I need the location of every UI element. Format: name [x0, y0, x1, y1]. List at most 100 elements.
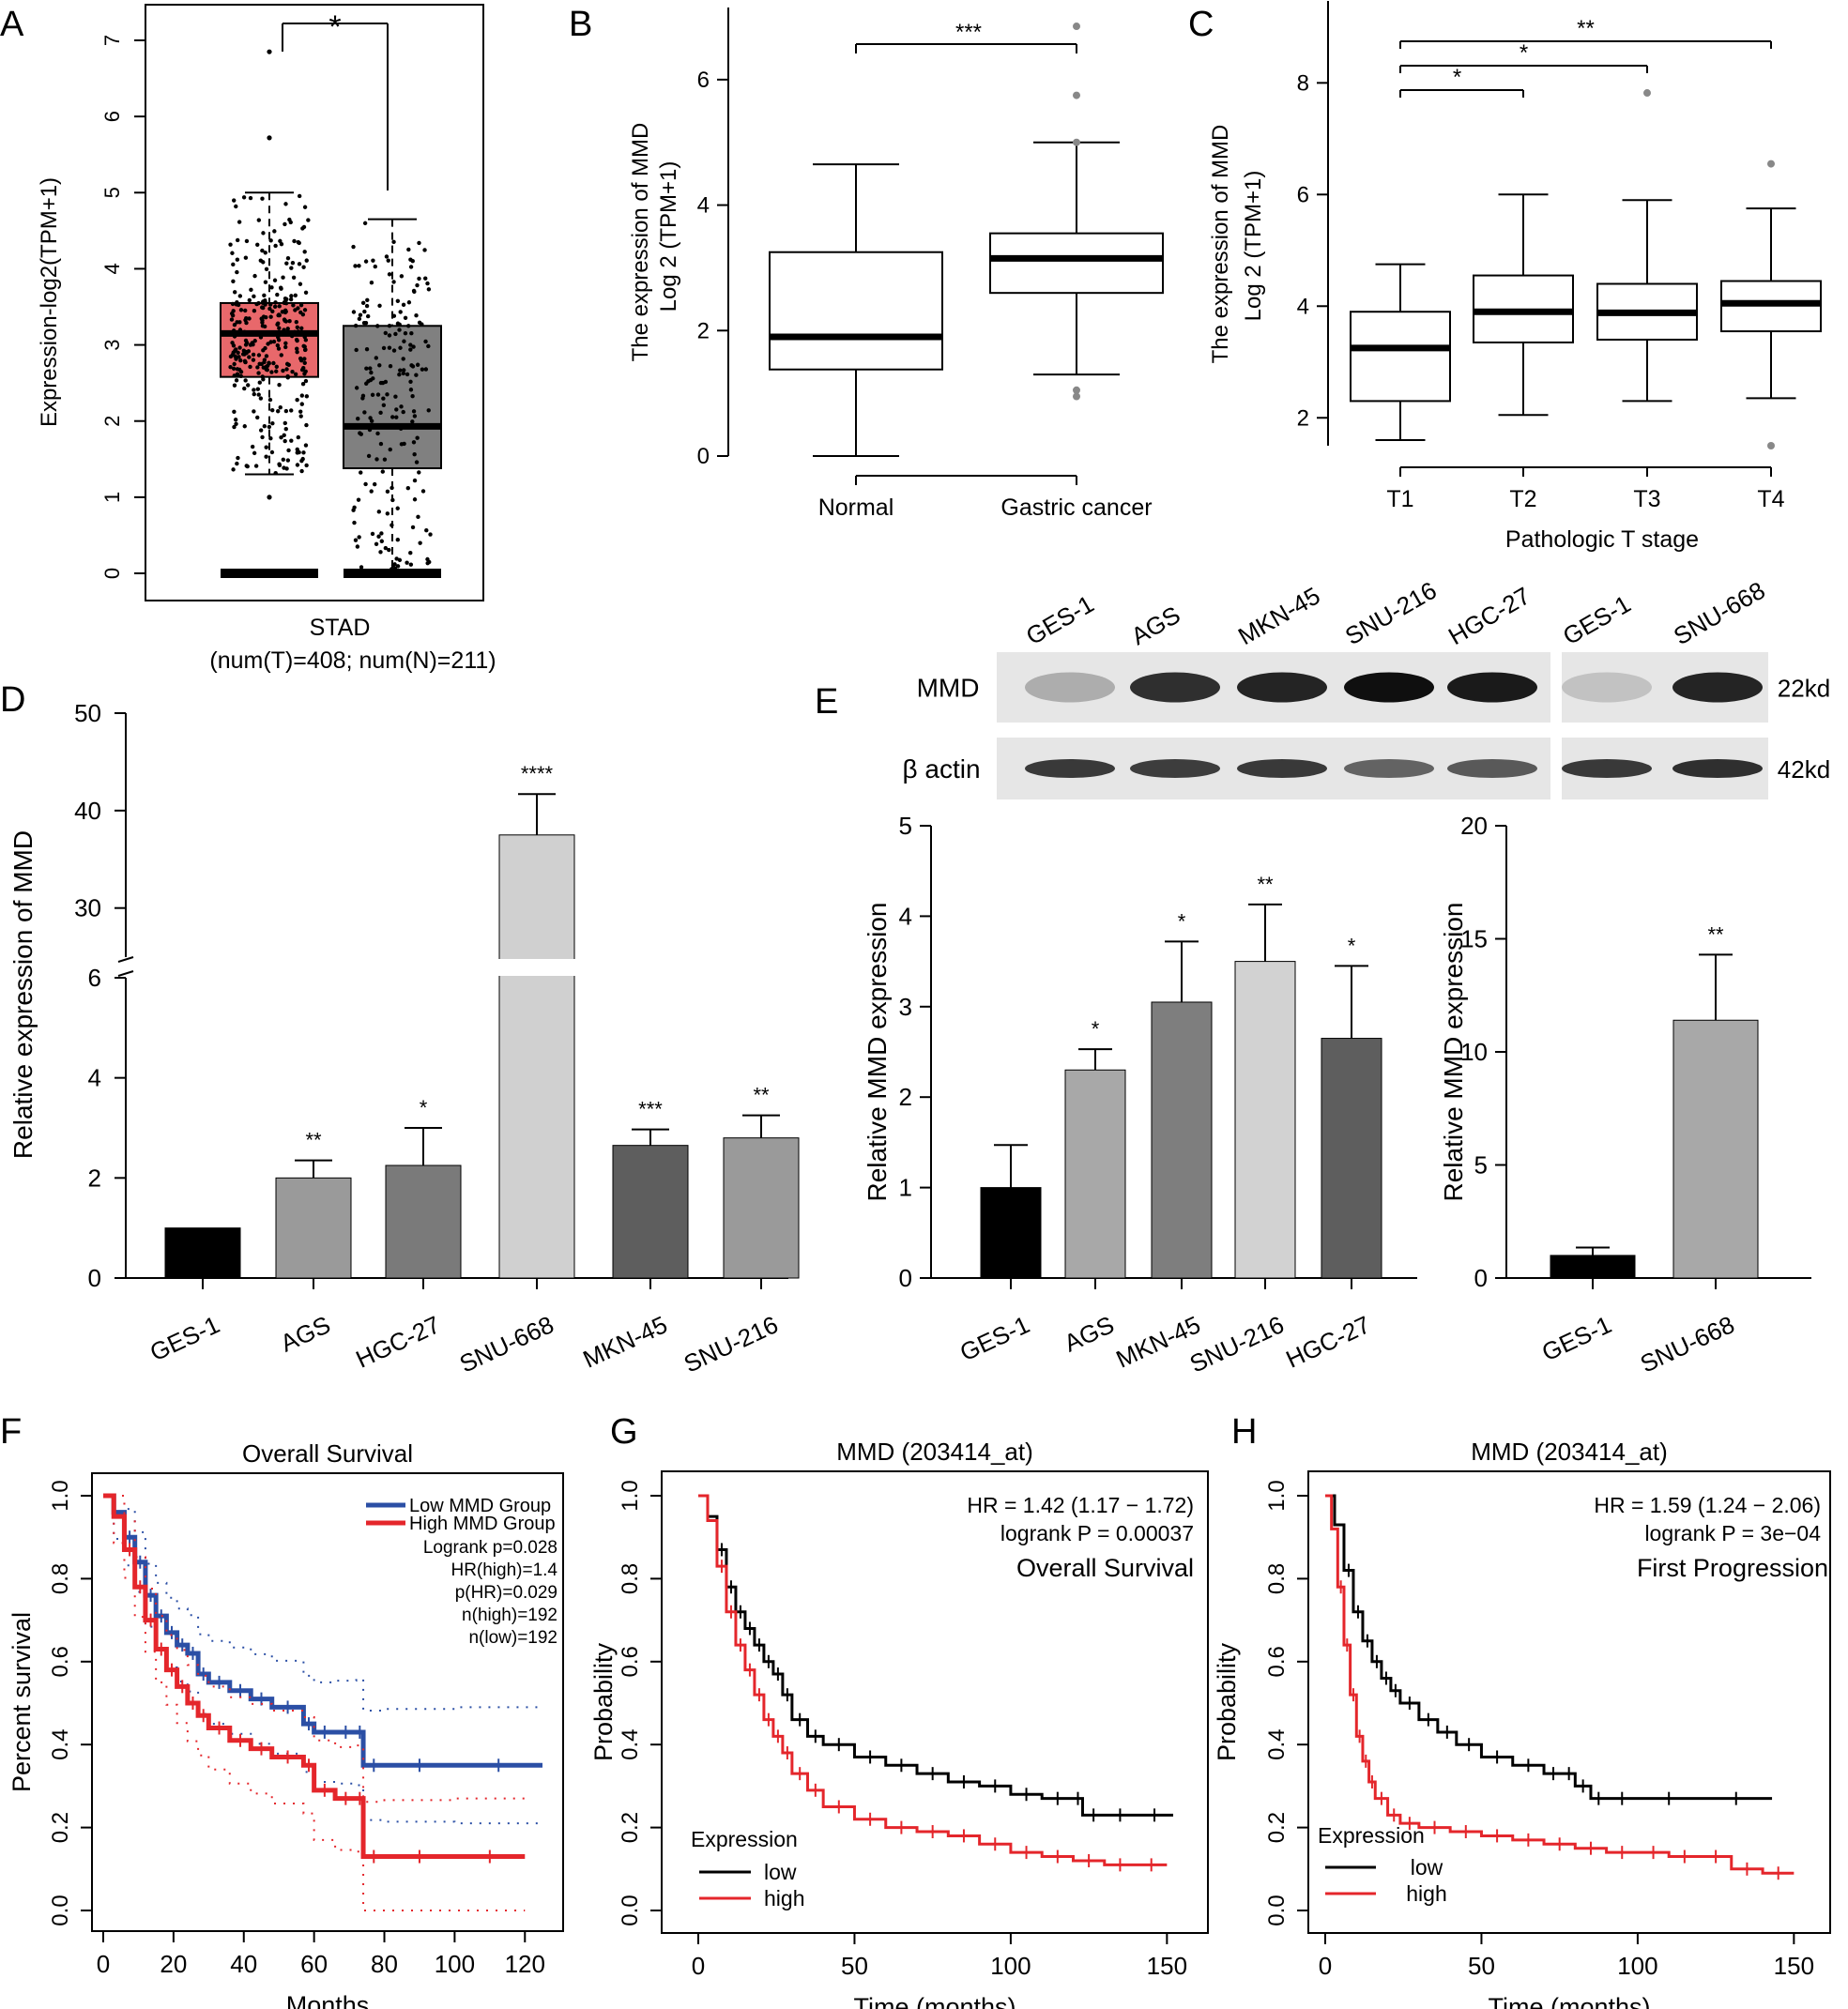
- outlier-point: [267, 495, 272, 500]
- blot-row-label: β actin: [902, 754, 980, 784]
- x-tick-label: 0: [692, 1952, 705, 1980]
- data-point: [243, 255, 249, 260]
- bar-ags: * AGS: [1060, 1017, 1126, 1358]
- data-point: [420, 367, 425, 372]
- data-point: [300, 382, 306, 387]
- data-point: [236, 350, 240, 356]
- data-point: [270, 407, 275, 413]
- data-point: [263, 280, 268, 284]
- data-point: [410, 393, 415, 399]
- data-point: [408, 257, 413, 262]
- data-point: [376, 534, 381, 539]
- data-point: [274, 364, 279, 370]
- data-point: [242, 424, 247, 429]
- data-point: [235, 257, 240, 262]
- stat-text: n(low)=192: [468, 1628, 557, 1648]
- stat-text: Logrank p=0.028: [423, 1538, 557, 1558]
- data-point: [244, 351, 249, 356]
- blot-band: [1562, 759, 1652, 778]
- x-axis-title: Pathologic T stage: [1505, 526, 1699, 553]
- data-point: [262, 293, 267, 297]
- blot-size-label: 22kd: [1778, 675, 1830, 703]
- bar: [275, 1177, 352, 1279]
- data-point: [378, 410, 383, 416]
- data-point: [298, 409, 303, 414]
- stat-text: logrank P = 0.00037: [1000, 1521, 1194, 1545]
- data-point: [365, 297, 370, 303]
- data-point: [369, 489, 374, 494]
- data-point: [304, 422, 309, 428]
- data-point: [297, 193, 302, 199]
- data-point: [277, 326, 282, 330]
- y-tick-label: 0: [697, 444, 710, 469]
- x-tick-label: 150: [1147, 1952, 1187, 1980]
- data-point: [269, 449, 275, 455]
- data-point: [398, 368, 403, 373]
- data-point: [355, 544, 360, 549]
- data-point: [397, 327, 402, 332]
- data-point: [369, 281, 374, 285]
- panel-f: Overall Survival 0 20 40 60 80 100 120 0.0 0.2 0.4…: [8, 1439, 564, 2009]
- legend-label: Low MMD Group: [409, 1496, 551, 1516]
- data-point: [260, 324, 266, 328]
- data-point: [370, 531, 375, 537]
- survival-curve: [698, 1494, 1174, 1817]
- data-point: [285, 458, 291, 463]
- data-point: [356, 497, 361, 502]
- data-point: [405, 372, 410, 377]
- y-axis-title-2: Log 2 (TPM+1): [656, 161, 681, 312]
- plot-frame: [91, 1472, 564, 1932]
- data-point: [399, 274, 405, 279]
- box-iqr: [989, 232, 1164, 295]
- y-tick-label: 2: [899, 1083, 912, 1111]
- bar: [980, 1187, 1042, 1279]
- comparison-marker: *: [1520, 40, 1528, 66]
- data-point: [386, 258, 390, 263]
- data-point: [393, 331, 398, 337]
- data-point: [300, 226, 305, 231]
- data-point: [273, 470, 278, 476]
- outlier-point: [1073, 386, 1080, 394]
- y-axis-title: Relative expression of MMD: [8, 830, 38, 1159]
- blot-size-label: 42kd: [1778, 755, 1830, 784]
- x-tick-label: HGC-27: [351, 1310, 444, 1373]
- data-point: [291, 303, 296, 308]
- data-point: [390, 497, 395, 503]
- y-tick-label: 4: [899, 902, 912, 930]
- bar-break-gap: [497, 959, 576, 976]
- data-point: [290, 260, 296, 266]
- data-point: [391, 348, 397, 353]
- y-tick-label: 0.8: [48, 1563, 73, 1594]
- data-point: [357, 535, 361, 540]
- data-point: [351, 508, 356, 512]
- data-point: [231, 279, 236, 283]
- stat-text: Overall Survival: [1016, 1554, 1194, 1582]
- data-point: [291, 275, 297, 280]
- box-gastric-cancer: Gastric cancer: [989, 23, 1164, 521]
- data-point: [362, 410, 367, 415]
- x-tick-label: 120: [505, 1950, 545, 1978]
- data-point: [390, 415, 395, 419]
- panel-letter-e: E: [815, 682, 838, 722]
- data-point: [381, 396, 386, 401]
- y-axis-title: Relative MMD expression: [1439, 903, 1468, 1202]
- box-normal: Normal: [769, 163, 943, 521]
- data-point: [247, 316, 252, 321]
- data-point: [411, 288, 417, 294]
- data-point: [375, 431, 380, 436]
- y-tick-label: 0.6: [1264, 1646, 1290, 1677]
- data-point: [278, 405, 283, 410]
- data-point: [423, 339, 428, 344]
- data-point: [408, 551, 413, 556]
- data-point: [244, 341, 250, 345]
- data-point: [288, 297, 294, 302]
- data-point: [409, 330, 414, 336]
- y-tick-label: 0.2: [1264, 1812, 1290, 1843]
- data-point: [302, 250, 307, 254]
- data-point: [401, 371, 406, 376]
- blot-band: [1672, 672, 1763, 703]
- data-point: [249, 287, 253, 293]
- y-tick-label: 5: [899, 812, 912, 840]
- data-point: [278, 238, 283, 244]
- data-point: [353, 264, 358, 268]
